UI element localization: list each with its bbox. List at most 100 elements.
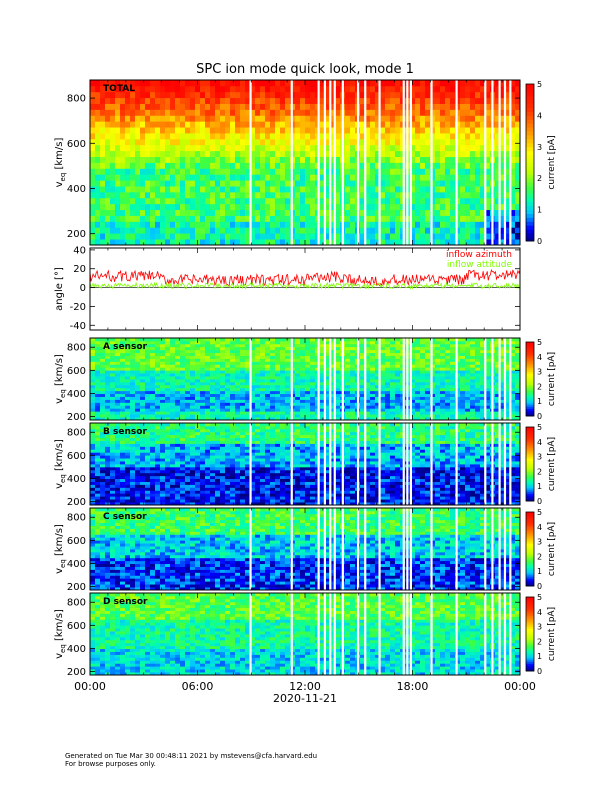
heatmap-cell — [410, 215, 416, 222]
heatmap-cell — [285, 109, 291, 116]
heatmap-cell — [135, 103, 141, 110]
heatmap-cell — [265, 174, 271, 181]
heatmap-cell — [295, 370, 301, 374]
heatmap-cell — [285, 346, 291, 351]
heatmap-cell — [450, 85, 456, 93]
heatmap-cell — [270, 358, 276, 362]
heatmap-cell — [150, 355, 156, 359]
heatmap-cell — [445, 203, 451, 211]
heatmap-cell — [245, 381, 251, 386]
heatmap-cell — [415, 358, 421, 362]
heatmap-cell — [505, 352, 511, 356]
heatmap-cells-a — [90, 338, 521, 421]
heatmap-cell — [335, 349, 341, 354]
heatmap-cell — [245, 370, 251, 374]
heatmap-cell — [395, 393, 401, 397]
heatmap-cell — [375, 358, 381, 362]
heatmap-cell — [120, 370, 126, 374]
heatmap-cell — [160, 396, 166, 400]
heatmap-cell — [285, 221, 291, 228]
heatmap-cell — [210, 186, 216, 193]
heatmap-cell — [135, 373, 141, 377]
colorbar-swatch — [526, 237, 534, 242]
heatmap-cell — [415, 168, 421, 175]
heatmap-cell — [185, 402, 191, 406]
heatmap-cell — [275, 414, 281, 418]
heatmap-cell — [420, 390, 426, 395]
heatmap-cell — [345, 85, 351, 93]
heatmap-cell — [295, 379, 301, 383]
heatmap-cell — [105, 393, 111, 397]
heatmap-cell — [90, 144, 96, 152]
heatmap-cell — [500, 349, 506, 354]
heatmap-cell — [445, 168, 451, 175]
heatmap-cell — [445, 138, 451, 146]
heatmap-cell — [235, 346, 241, 351]
heatmap-cell — [205, 80, 211, 87]
heatmap-cell — [200, 127, 206, 134]
heatmap-cell — [365, 414, 371, 418]
heatmap-cell — [360, 414, 366, 418]
heatmap-cell — [450, 121, 456, 128]
heatmap-cell — [255, 97, 261, 104]
heatmap-cell — [310, 364, 316, 368]
heatmap-cell — [120, 381, 126, 386]
heatmap-cell — [270, 186, 276, 193]
heatmap-cell — [245, 349, 251, 354]
heatmap-cell — [505, 381, 511, 386]
heatmap-cell — [205, 367, 211, 371]
heatmap-cell — [325, 191, 331, 199]
heatmap-cell — [205, 97, 211, 104]
colorbar-swatch — [526, 84, 534, 89]
heatmap-cell — [345, 91, 351, 99]
heatmap-cell — [425, 352, 431, 356]
heatmap-cell — [90, 215, 96, 222]
heatmap-cell — [435, 91, 441, 99]
heatmap-cell — [470, 109, 476, 116]
heatmap-cell — [90, 209, 96, 216]
heatmap-cell — [175, 346, 181, 351]
heatmap-cell — [505, 174, 511, 181]
heatmap-cell — [265, 115, 271, 122]
heatmap-cell — [365, 85, 371, 93]
heatmap-cell — [190, 355, 196, 359]
heatmap-cell — [130, 115, 136, 122]
heatmap-cell — [460, 338, 466, 342]
heatmap-cell — [385, 399, 391, 403]
heatmap-cell — [280, 197, 286, 205]
heatmap-cell — [365, 209, 371, 216]
heatmap-cell — [485, 405, 491, 409]
heatmap-cell — [325, 396, 331, 400]
data-gap — [484, 80, 487, 245]
heatmap-cell — [495, 387, 501, 392]
heatmap-cell — [215, 379, 221, 383]
heatmap-cell — [120, 387, 126, 392]
heatmap-cell — [445, 376, 451, 380]
heatmap-cell — [230, 384, 236, 389]
heatmap-cell — [470, 361, 476, 365]
heatmap-cell — [470, 156, 476, 163]
heatmap-cell — [145, 91, 151, 99]
heatmap-cell — [415, 138, 421, 146]
heatmap-cell — [310, 80, 316, 87]
heatmap-cell — [375, 209, 381, 216]
heatmap-cell — [200, 402, 206, 406]
heatmap-cell — [445, 144, 451, 152]
heatmap-cell — [325, 376, 331, 380]
heatmap-cell — [465, 186, 471, 193]
heatmap-cell — [200, 381, 206, 386]
heatmap-cell — [170, 352, 176, 356]
heatmap-cell — [150, 405, 156, 409]
heatmap-cell — [500, 408, 506, 412]
heatmap-cell — [310, 367, 316, 371]
heatmap-cell — [110, 91, 116, 99]
heatmap-cell — [380, 197, 386, 205]
heatmap-cell — [505, 127, 511, 134]
heatmap-cell — [310, 390, 316, 395]
heatmap-cell — [140, 364, 146, 368]
heatmap-cell — [175, 186, 181, 193]
heatmap-cell — [425, 381, 431, 386]
heatmap-cell — [390, 209, 396, 216]
heatmap-cell — [155, 221, 161, 228]
heatmap-cell — [285, 417, 291, 421]
